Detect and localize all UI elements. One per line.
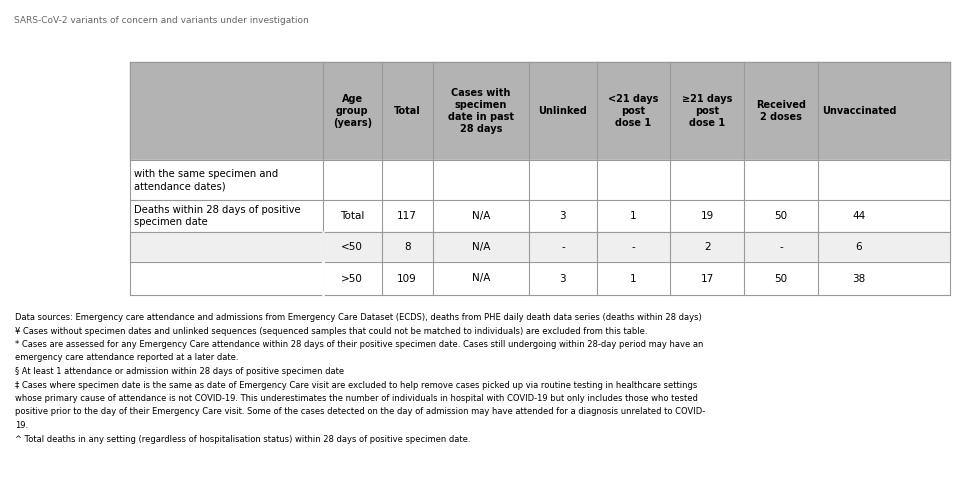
Text: 117: 117 xyxy=(397,211,417,221)
Text: Deaths within 28 days of positive
specimen date: Deaths within 28 days of positive specim… xyxy=(134,205,300,227)
Text: 3: 3 xyxy=(560,211,566,221)
Text: -: - xyxy=(561,242,564,252)
Text: <50: <50 xyxy=(342,242,363,252)
Text: 109: 109 xyxy=(397,274,417,284)
Bar xyxy=(130,232,950,262)
Text: Unlinked: Unlinked xyxy=(539,106,588,116)
Text: whose primary cause of attendance is not COVID-19. This underestimates the numbe: whose primary cause of attendance is not… xyxy=(15,394,698,403)
Text: 50: 50 xyxy=(775,274,787,284)
Text: ¥ Cases without specimen dates and unlinked sequences (sequenced samples that co: ¥ Cases without specimen dates and unlin… xyxy=(15,326,647,336)
Bar xyxy=(130,262,950,295)
Text: 38: 38 xyxy=(852,274,866,284)
Text: 50: 50 xyxy=(775,211,787,221)
Text: Unvaccinated: Unvaccinated xyxy=(822,106,897,116)
Text: Total: Total xyxy=(394,106,420,116)
Text: Received
2 doses: Received 2 doses xyxy=(756,100,806,122)
Text: * Cases are assessed for any Emergency Care attendance within 28 days of their p: * Cases are assessed for any Emergency C… xyxy=(15,340,704,349)
Text: ≥21 days
post
dose 1: ≥21 days post dose 1 xyxy=(683,94,732,128)
Text: 6: 6 xyxy=(855,242,862,252)
Text: 8: 8 xyxy=(404,242,411,252)
Text: emergency care attendance reported at a later date.: emergency care attendance reported at a … xyxy=(15,353,238,362)
Text: 3: 3 xyxy=(560,274,566,284)
Text: >50: >50 xyxy=(342,274,363,284)
Text: 1: 1 xyxy=(630,211,636,221)
Text: 2: 2 xyxy=(704,242,710,252)
Text: Total: Total xyxy=(340,211,365,221)
Text: 19: 19 xyxy=(701,211,714,221)
Text: Cases with
specimen
date in past
28 days: Cases with specimen date in past 28 days xyxy=(448,88,514,134)
Text: N/A: N/A xyxy=(471,211,491,221)
Text: N/A: N/A xyxy=(471,274,491,284)
Bar xyxy=(130,200,950,232)
Text: SARS-CoV-2 variants of concern and variants under investigation: SARS-CoV-2 variants of concern and varia… xyxy=(14,16,309,25)
Text: 17: 17 xyxy=(701,274,714,284)
Text: § At least 1 attendance or admission within 28 days of positive specimen date: § At least 1 attendance or admission wit… xyxy=(15,367,344,376)
Text: Data sources: Emergency care attendance and admissions from Emergency Care Datas: Data sources: Emergency care attendance … xyxy=(15,313,702,322)
Text: <21 days
post
dose 1: <21 days post dose 1 xyxy=(609,94,659,128)
Bar xyxy=(130,62,950,160)
Text: 44: 44 xyxy=(852,211,866,221)
Text: positive prior to the day of their Emergency Care visit. Some of the cases detec: positive prior to the day of their Emerg… xyxy=(15,408,706,417)
Text: -: - xyxy=(632,242,636,252)
Text: -: - xyxy=(780,242,783,252)
Text: ^ Total deaths in any setting (regardless of hospitalisation status) within 28 d: ^ Total deaths in any setting (regardles… xyxy=(15,434,470,444)
Bar xyxy=(130,160,950,200)
Text: ‡ Cases where specimen date is the same as date of Emergency Care visit are excl: ‡ Cases where specimen date is the same … xyxy=(15,381,697,389)
Text: 1: 1 xyxy=(630,274,636,284)
Text: with the same specimen and
attendance dates): with the same specimen and attendance da… xyxy=(134,169,278,191)
Text: Age
group
(years): Age group (years) xyxy=(333,94,372,128)
Text: 19.: 19. xyxy=(15,421,28,430)
Text: N/A: N/A xyxy=(471,242,491,252)
